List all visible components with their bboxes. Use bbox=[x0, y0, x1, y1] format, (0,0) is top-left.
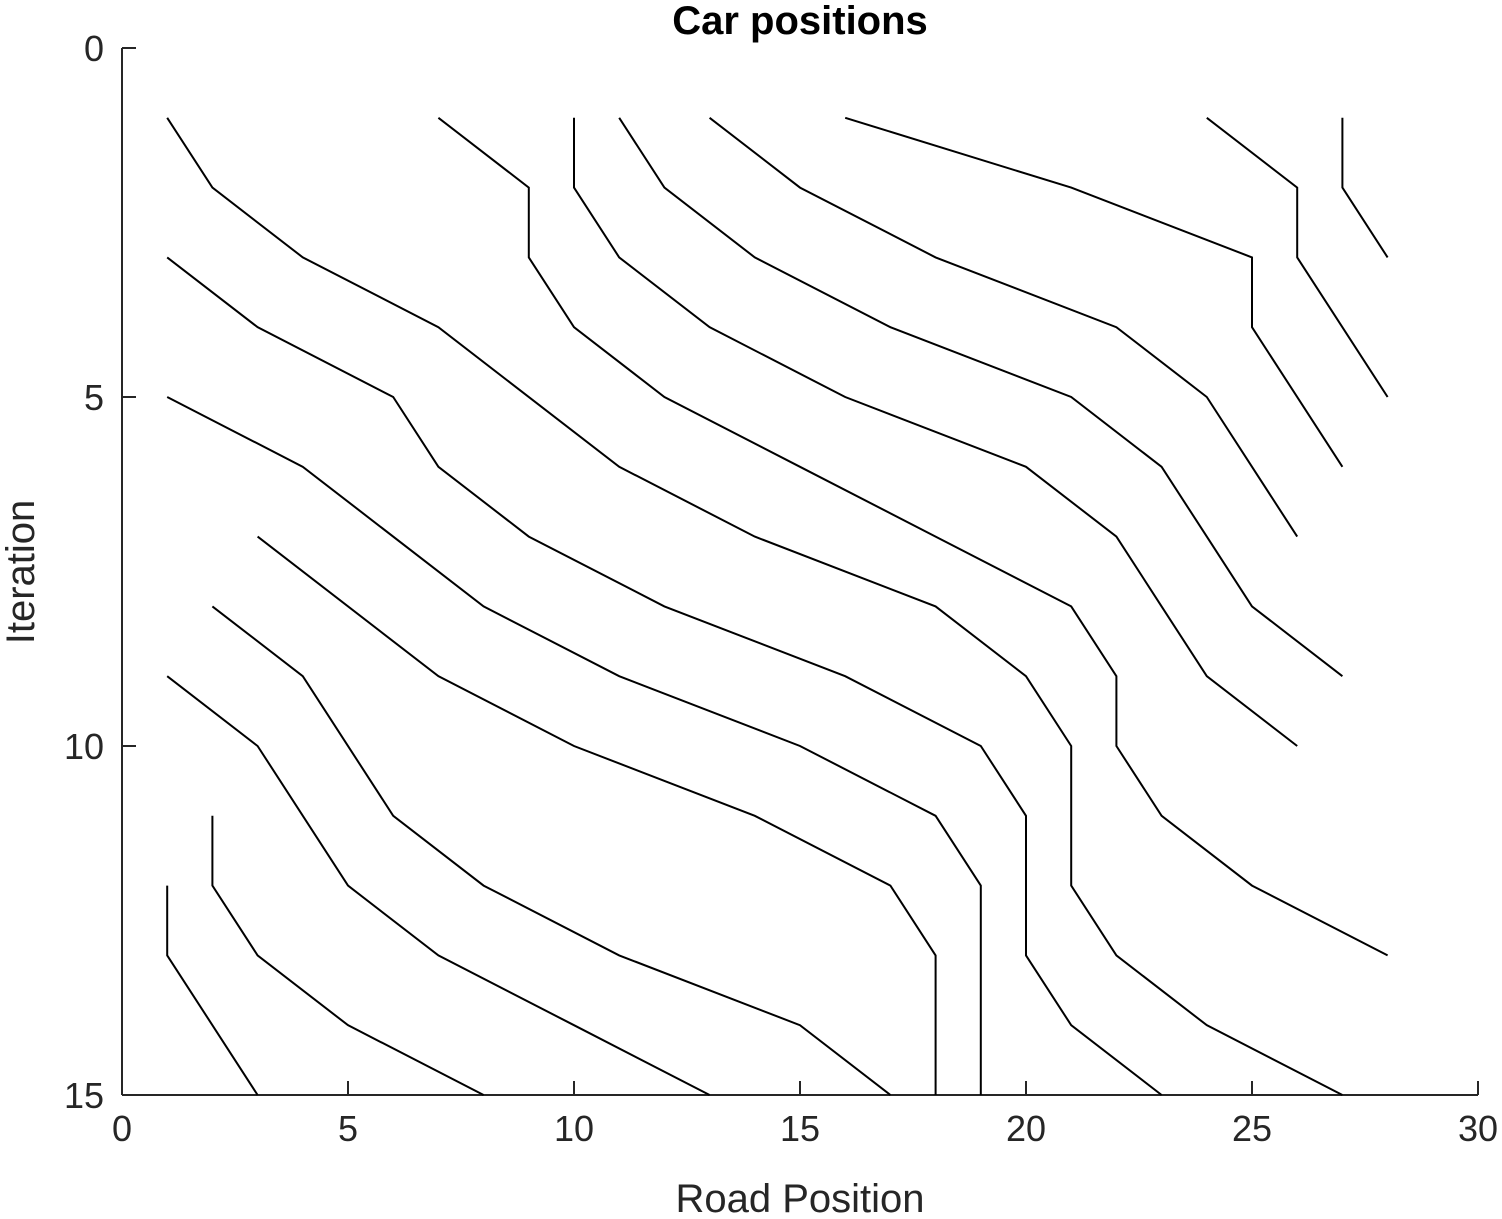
y-axis-label: Iteration bbox=[0, 500, 43, 645]
x-tick-label: 30 bbox=[1458, 1108, 1498, 1149]
x-tick-label: 0 bbox=[112, 1108, 132, 1149]
car-trajectory-line-2 bbox=[166, 256, 1163, 1096]
y-tick-label: 15 bbox=[64, 1075, 104, 1116]
y-tick-label: 10 bbox=[64, 726, 104, 767]
car-trajectory-line-8 bbox=[166, 885, 259, 1096]
car-trajectory-line-4 bbox=[256, 535, 937, 1095]
x-tick-label: 5 bbox=[338, 1108, 358, 1149]
x-tick-label: 20 bbox=[1006, 1108, 1046, 1149]
car-trajectory-line-3 bbox=[166, 396, 982, 1095]
car-trajectory-line-7 bbox=[211, 815, 485, 1096]
x-tick-label: 10 bbox=[554, 1108, 594, 1149]
plot-area bbox=[166, 116, 1389, 1096]
car-trajectory-line-9 bbox=[437, 117, 1389, 957]
x-tick-label: 25 bbox=[1232, 1108, 1272, 1149]
car-trajectory-line-11 bbox=[618, 117, 1344, 677]
car-trajectory-line-12 bbox=[708, 117, 1299, 538]
car-trajectory-line-10 bbox=[573, 117, 1298, 747]
car-trajectory-line-14 bbox=[1206, 117, 1389, 398]
car-trajectory-line-15 bbox=[1341, 117, 1389, 258]
axes: 0 5 10 15 20 25 30 0 5 10 15 bbox=[64, 28, 1498, 1149]
car-trajectory-line-5 bbox=[211, 605, 892, 1096]
y-tick-label: 0 bbox=[84, 28, 104, 69]
car-trajectory-line-1 bbox=[166, 117, 1343, 1096]
x-axis-label: Road Position bbox=[675, 1177, 924, 1219]
x-tick-label: 15 bbox=[780, 1108, 820, 1149]
chart-title: Car positions bbox=[672, 0, 928, 43]
car-trajectory-line-6 bbox=[166, 675, 711, 1096]
car-trajectory-line-13 bbox=[844, 116, 1344, 468]
y-tick-label: 5 bbox=[84, 377, 104, 418]
